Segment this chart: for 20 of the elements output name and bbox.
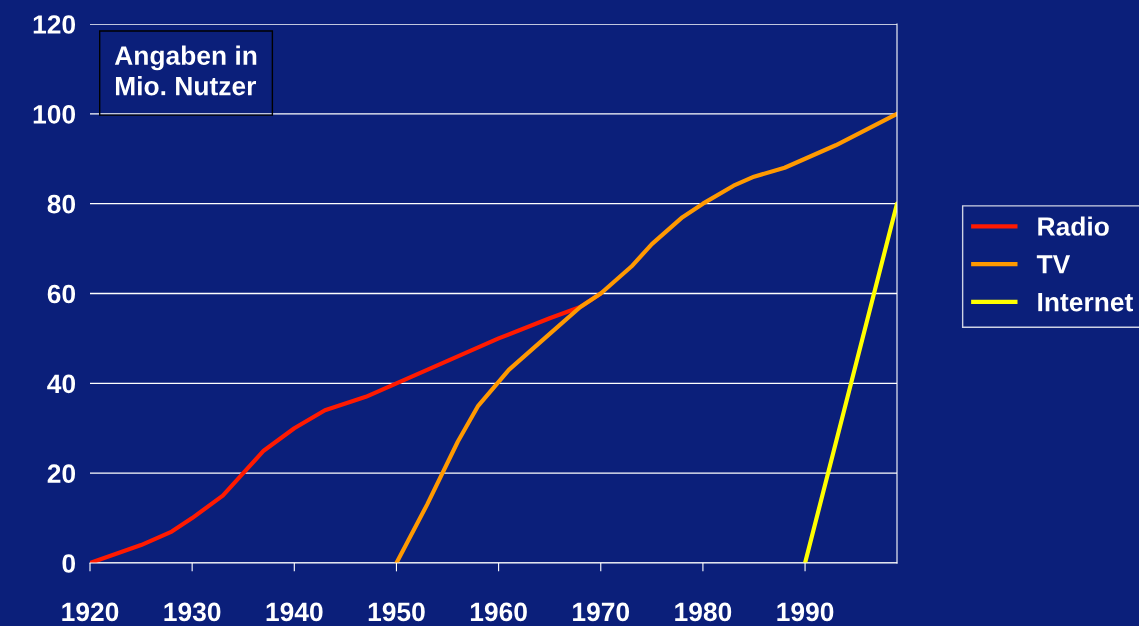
y-tick-label: 80 [47,194,76,214]
y-tick-label: 60 [47,284,76,304]
x-tick-label: 1970 [573,602,630,622]
x-tick-label: 1990 [777,602,834,622]
legend-label: Radio [1038,216,1109,236]
annotation: Angaben in Mio. Nutzer [114,45,257,96]
line-series [394,111,897,563]
x-tick-label: 1940 [266,602,323,622]
y-tick-label: 120 [33,15,76,34]
x-tick-label: 1980 [675,602,732,622]
legend-label: Internet [1038,293,1133,312]
x-tick-label: 1930 [164,602,221,622]
x-tick-label: 1950 [368,602,425,622]
y-tick-label: 40 [47,374,76,394]
x-tick-label: 1920 [62,602,119,622]
x-tick-label: 1960 [470,602,527,622]
y-tick-label: 0 [62,554,76,573]
y-tick-label: 20 [47,464,76,483]
y-tick-label: 100 [33,104,76,124]
legend-label: TV [1036,255,1071,274]
